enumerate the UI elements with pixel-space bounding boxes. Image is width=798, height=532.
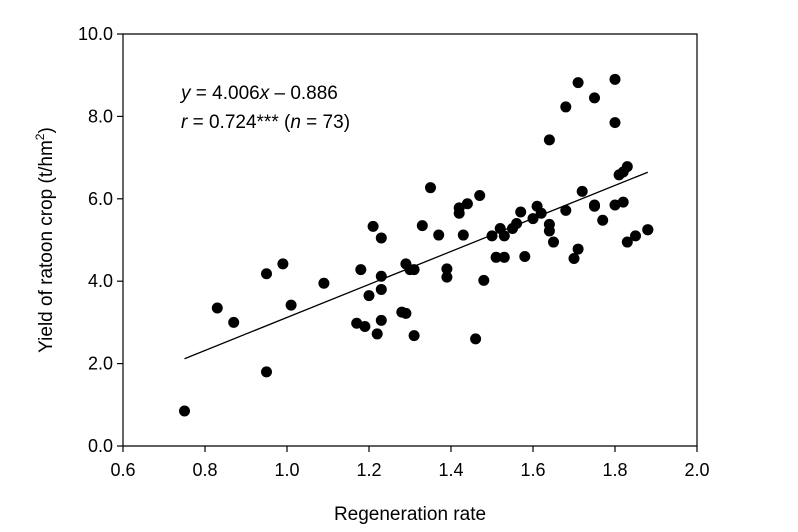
y-tick-label: 2.0 [88,354,113,374]
data-point [642,224,654,236]
data-point [576,185,588,197]
data-point [441,263,453,275]
data-point [400,307,412,319]
stat-n-value: = 73) [301,112,350,133]
data-point [408,330,420,342]
data-point [363,290,375,302]
x-tick-label: 2.0 [684,460,709,480]
data-point [416,220,428,232]
y-axis-ticks: 0.0 2.0 4.0 6.0 8.0 10.0 [78,24,123,456]
stat-r-value: = 0.724*** ( [187,112,291,133]
data-point [535,207,547,219]
x-tick-label: 1.8 [602,460,627,480]
data-point [511,218,523,230]
y-tick-label: 0.0 [88,436,113,456]
y-tick-label: 4.0 [88,271,113,291]
data-point [478,274,490,286]
y-tick-label: 6.0 [88,189,113,209]
data-point [609,73,621,85]
x-tick-label: 1.0 [274,460,299,480]
data-point [589,92,600,104]
data-point [408,264,420,276]
data-point [543,225,555,237]
data-point [359,321,371,333]
x-axis-label: Regeneration rate [334,504,486,525]
data-point [474,190,486,202]
data-point [261,366,272,378]
data-point [425,182,436,194]
data-point [228,316,240,328]
data-point [375,283,387,295]
data-point [355,264,367,276]
data-point [486,230,498,242]
data-point [597,214,609,226]
data-point [375,314,387,326]
eq-x-var: x [259,83,271,104]
y-axis-label: Yield of ratoon crop (t/hm2) [33,127,57,353]
data-point [617,196,629,208]
x-tick-label: 0.8 [192,460,217,480]
x-tick-label: 1.4 [438,460,463,480]
x-axis-ticks: 0.6 0.8 1.0 1.2 1.4 1.6 1.8 2.0 [110,446,710,480]
data-point [498,251,510,263]
y-axis-label-tail: ) [36,127,57,133]
data-point [498,230,510,242]
data-point [457,229,469,241]
data-point [375,270,387,282]
eq-intercept: – 0.886 [269,83,338,104]
regression-equation: y = 4.006x – 0.886 [179,83,338,104]
data-point [261,268,272,280]
correlation-stats: r = 0.724*** (n = 73) [181,112,350,133]
data-point [568,253,580,265]
data-point [515,206,527,218]
data-point [277,258,289,270]
data-point [375,232,387,244]
data-point [560,204,572,216]
data-point [543,134,555,146]
data-points [179,73,654,417]
eq-y-var: y [179,83,192,104]
y-tick-label: 8.0 [88,106,113,126]
data-point [519,250,531,262]
data-point [461,198,473,210]
data-point [211,302,223,314]
stat-n-var: n [290,112,301,133]
data-point [630,230,641,242]
data-point [453,207,465,219]
data-point [621,236,633,248]
y-axis-label-superscript: 2 [33,133,47,140]
x-tick-label: 1.6 [520,460,545,480]
x-tick-label: 0.6 [110,460,135,480]
data-point [179,405,190,417]
y-axis-label-main: Yield of ratoon crop (t/hm [36,140,57,353]
data-point [285,299,297,311]
data-point [318,277,330,289]
data-point [548,236,559,248]
data-point [433,229,445,241]
data-point [441,271,453,283]
data-point [589,200,600,212]
data-point [470,333,482,345]
data-point [490,251,502,263]
data-point [367,220,379,232]
data-point [527,213,539,225]
data-point [609,117,621,129]
data-point [621,161,633,173]
eq-slope: = 4.006 [191,83,260,104]
y-tick-label: 10.0 [78,24,113,44]
data-point [572,243,584,255]
x-tick-label: 1.2 [356,460,381,480]
data-point [572,77,584,89]
data-point [560,101,572,113]
data-point [371,328,383,340]
stat-r-var: r [181,112,188,133]
